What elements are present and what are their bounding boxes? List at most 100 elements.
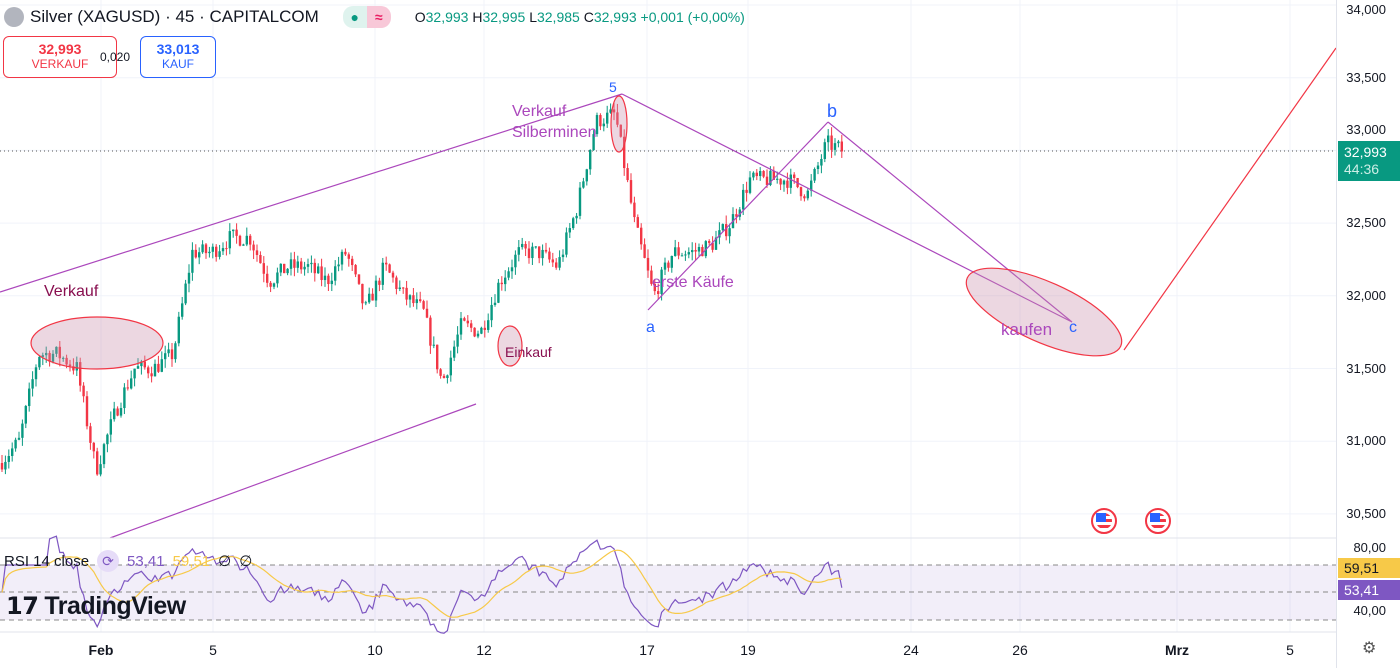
candle-body bbox=[283, 263, 286, 274]
candle-body bbox=[170, 349, 174, 360]
rsi-value-tag: 53,41 bbox=[1338, 580, 1400, 600]
candle-body bbox=[123, 387, 126, 409]
candle-body bbox=[623, 136, 626, 169]
label-einkauf: Einkauf bbox=[505, 344, 552, 360]
candle-body bbox=[493, 302, 497, 305]
candle-body bbox=[748, 177, 752, 193]
candle-body bbox=[337, 264, 340, 267]
candle-body bbox=[456, 334, 459, 347]
candle-body bbox=[269, 282, 272, 287]
candle-body bbox=[419, 299, 422, 302]
candle-body bbox=[612, 109, 616, 113]
candle-body bbox=[725, 224, 728, 237]
candle-body bbox=[102, 444, 106, 465]
candle-body bbox=[150, 373, 153, 377]
candle-body bbox=[653, 283, 656, 292]
channel-upper-line[interactable] bbox=[0, 93, 623, 293]
candle-body bbox=[500, 282, 503, 285]
candle-body bbox=[626, 168, 629, 181]
candle-body bbox=[323, 275, 327, 281]
sell-zone-ellipse[interactable] bbox=[30, 316, 164, 370]
rsi-ma-line bbox=[1, 549, 843, 618]
top-ellipse[interactable] bbox=[610, 95, 628, 153]
candle-body bbox=[334, 266, 337, 281]
candle-body bbox=[538, 246, 541, 259]
candle-body bbox=[65, 357, 68, 365]
time-axis-label: 17 bbox=[639, 642, 655, 658]
candle-body bbox=[48, 352, 51, 362]
candle-body bbox=[687, 252, 690, 255]
candle-body bbox=[657, 291, 660, 294]
candle-body bbox=[728, 228, 731, 237]
candle-body bbox=[327, 275, 330, 285]
candle-body bbox=[521, 243, 524, 248]
candle-body bbox=[204, 244, 208, 254]
candle-body bbox=[34, 367, 38, 380]
kaufen-zone-ellipse[interactable] bbox=[955, 250, 1133, 373]
candle-body bbox=[470, 323, 473, 328]
trend-line-b-c[interactable] bbox=[827, 121, 1073, 323]
candle-body bbox=[561, 254, 565, 258]
tradingview-logo[interactable]: 𝟭𝟳 TradingView bbox=[6, 592, 186, 620]
candle-body bbox=[684, 254, 687, 256]
candle-body bbox=[344, 251, 347, 255]
candle-body bbox=[534, 246, 537, 248]
candle-body bbox=[184, 283, 187, 304]
candle-body bbox=[432, 344, 435, 346]
candle-body bbox=[276, 272, 279, 284]
candle-body bbox=[266, 273, 269, 283]
candle-body bbox=[701, 247, 704, 257]
candle-body bbox=[21, 423, 24, 438]
refresh-icon[interactable]: ⟳ bbox=[97, 550, 120, 572]
sell-button[interactable]: 32,993 VERKAUF bbox=[3, 36, 117, 78]
candle-body bbox=[779, 178, 782, 185]
wave-icon[interactable]: ≈ bbox=[366, 6, 391, 28]
projection-line[interactable] bbox=[1123, 47, 1337, 351]
candle-body bbox=[296, 261, 299, 268]
candle-body bbox=[147, 367, 150, 374]
candle-body bbox=[721, 224, 724, 231]
price-axis[interactable]: 34,000 33,500 33,000 32,500 32,000 31,500 31,0… bbox=[1336, 0, 1400, 668]
candle-body bbox=[313, 262, 316, 274]
settings-icon[interactable]: ⚙ bbox=[1362, 640, 1377, 657]
candle-body bbox=[483, 327, 486, 330]
candle-body bbox=[58, 346, 61, 359]
us-flag-event-icon[interactable] bbox=[1145, 508, 1171, 534]
candle-body bbox=[293, 259, 296, 268]
candle-body bbox=[133, 368, 136, 379]
wave-a: a bbox=[646, 319, 655, 336]
trend-line-a-b[interactable] bbox=[647, 121, 829, 311]
candle-body bbox=[466, 320, 469, 324]
buy-zone-ellipse[interactable] bbox=[497, 325, 523, 367]
candle-body bbox=[249, 235, 252, 245]
time-axis-label: 5 bbox=[209, 642, 217, 658]
candle-body bbox=[510, 267, 514, 272]
candle-body bbox=[300, 261, 303, 270]
candle-body bbox=[565, 232, 568, 255]
rsi-title[interactable]: RSI 14 close bbox=[4, 552, 90, 570]
candle-body bbox=[442, 375, 446, 379]
candle-body bbox=[660, 269, 663, 294]
market-open-icon[interactable]: ● bbox=[342, 6, 367, 28]
candle-body bbox=[680, 255, 684, 257]
candle-body bbox=[215, 246, 218, 257]
candle-body bbox=[718, 230, 721, 238]
buy-button[interactable]: 33,013 KAUF bbox=[140, 36, 216, 78]
trend-line-5-c[interactable] bbox=[621, 93, 1073, 323]
candle-body bbox=[368, 293, 371, 303]
candle-body bbox=[745, 189, 748, 193]
symbol-title[interactable]: Silver (XAGUSD) · 45 · CAPITALCOM bbox=[30, 7, 319, 26]
channel-lower-line[interactable] bbox=[109, 403, 477, 539]
candle-body bbox=[453, 346, 456, 358]
candle-body bbox=[259, 254, 262, 264]
us-flag-event-icon[interactable] bbox=[1091, 508, 1117, 534]
label-verkauf-silber: Verkauf bbox=[512, 103, 567, 120]
candle-body bbox=[303, 266, 306, 270]
candle-body bbox=[62, 357, 65, 359]
candle-body bbox=[371, 293, 374, 301]
candles bbox=[0, 102, 843, 477]
candle-body bbox=[840, 141, 843, 152]
rsi-ma-tag: 59,51 bbox=[1338, 558, 1400, 578]
price-axis-label: 30,500 bbox=[1346, 505, 1386, 521]
